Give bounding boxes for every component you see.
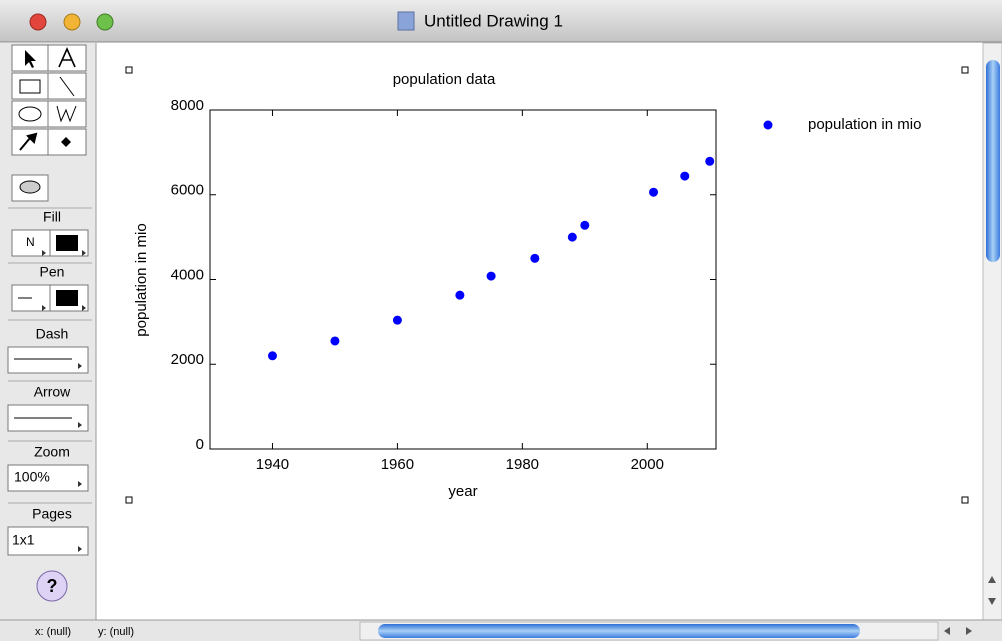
- data-point: [580, 221, 589, 230]
- pen-color-swatch: [56, 290, 78, 306]
- status-x: x: (null): [35, 626, 71, 638]
- data-point: [393, 316, 402, 325]
- data-point: [330, 336, 339, 345]
- vertical-scroll-thumb[interactable]: [986, 60, 1000, 262]
- x-tick-label: 1980: [506, 456, 539, 473]
- fill-label: Fill: [43, 209, 61, 225]
- data-point: [680, 172, 689, 181]
- dash-label: Dash: [36, 326, 69, 342]
- zoom-value: 100%: [14, 469, 50, 485]
- x-axis-label: year: [448, 483, 477, 500]
- y-tick-label: 2000: [171, 351, 204, 368]
- handle[interactable]: [126, 497, 132, 503]
- data-point: [649, 188, 658, 197]
- fill-color-swatch: [56, 235, 78, 251]
- rect-tool[interactable]: [12, 73, 48, 99]
- pages-label: Pages: [32, 506, 72, 522]
- minimize-button[interactable]: [64, 14, 80, 30]
- pen-label: Pen: [40, 264, 65, 280]
- zoom-label: Zoom: [34, 444, 70, 460]
- window: Untitled Drawing 1 Fill N Pen Dash Arrow…: [0, 0, 1002, 641]
- handle[interactable]: [962, 497, 968, 503]
- eyedropper-tool[interactable]: [12, 129, 48, 155]
- y-tick-label: 0: [196, 436, 204, 453]
- y-tick-label: 8000: [171, 97, 204, 114]
- zoom-button[interactable]: [97, 14, 113, 30]
- data-point: [568, 233, 577, 242]
- pages-value: 1x1: [12, 532, 35, 548]
- page: Untitled Drawing 1 Fill N Pen Dash Arrow…: [0, 0, 1002, 641]
- chart-title: population data: [393, 71, 496, 88]
- close-button[interactable]: [30, 14, 46, 30]
- document-icon: [398, 12, 414, 30]
- help-label: ?: [47, 576, 58, 596]
- status-y: y: (null): [98, 626, 134, 638]
- data-point: [487, 272, 496, 281]
- y-axis-label: population in mio: [133, 223, 150, 336]
- legend-label: population in mio: [808, 116, 921, 133]
- background: [0, 0, 1002, 641]
- x-tick-label: 1940: [256, 456, 289, 473]
- handle[interactable]: [962, 67, 968, 73]
- x-tick-label: 1960: [381, 456, 414, 473]
- arrow-label: Arrow: [34, 384, 71, 400]
- y-tick-label: 6000: [171, 182, 204, 199]
- horizontal-scroll-thumb[interactable]: [378, 624, 860, 638]
- data-point: [705, 157, 714, 166]
- window-title: Untitled Drawing 1: [424, 11, 563, 30]
- ellipse-tool[interactable]: [12, 101, 48, 127]
- y-tick-label: 4000: [171, 266, 204, 283]
- data-point: [268, 351, 277, 360]
- legend-marker: [764, 121, 773, 130]
- data-point: [530, 254, 539, 263]
- data-point: [455, 291, 464, 300]
- dash-popup[interactable]: [8, 347, 88, 373]
- button-icon: [20, 181, 40, 193]
- x-tick-label: 2000: [631, 456, 664, 473]
- fill-pattern-value: N: [26, 235, 35, 249]
- handle[interactable]: [126, 67, 132, 73]
